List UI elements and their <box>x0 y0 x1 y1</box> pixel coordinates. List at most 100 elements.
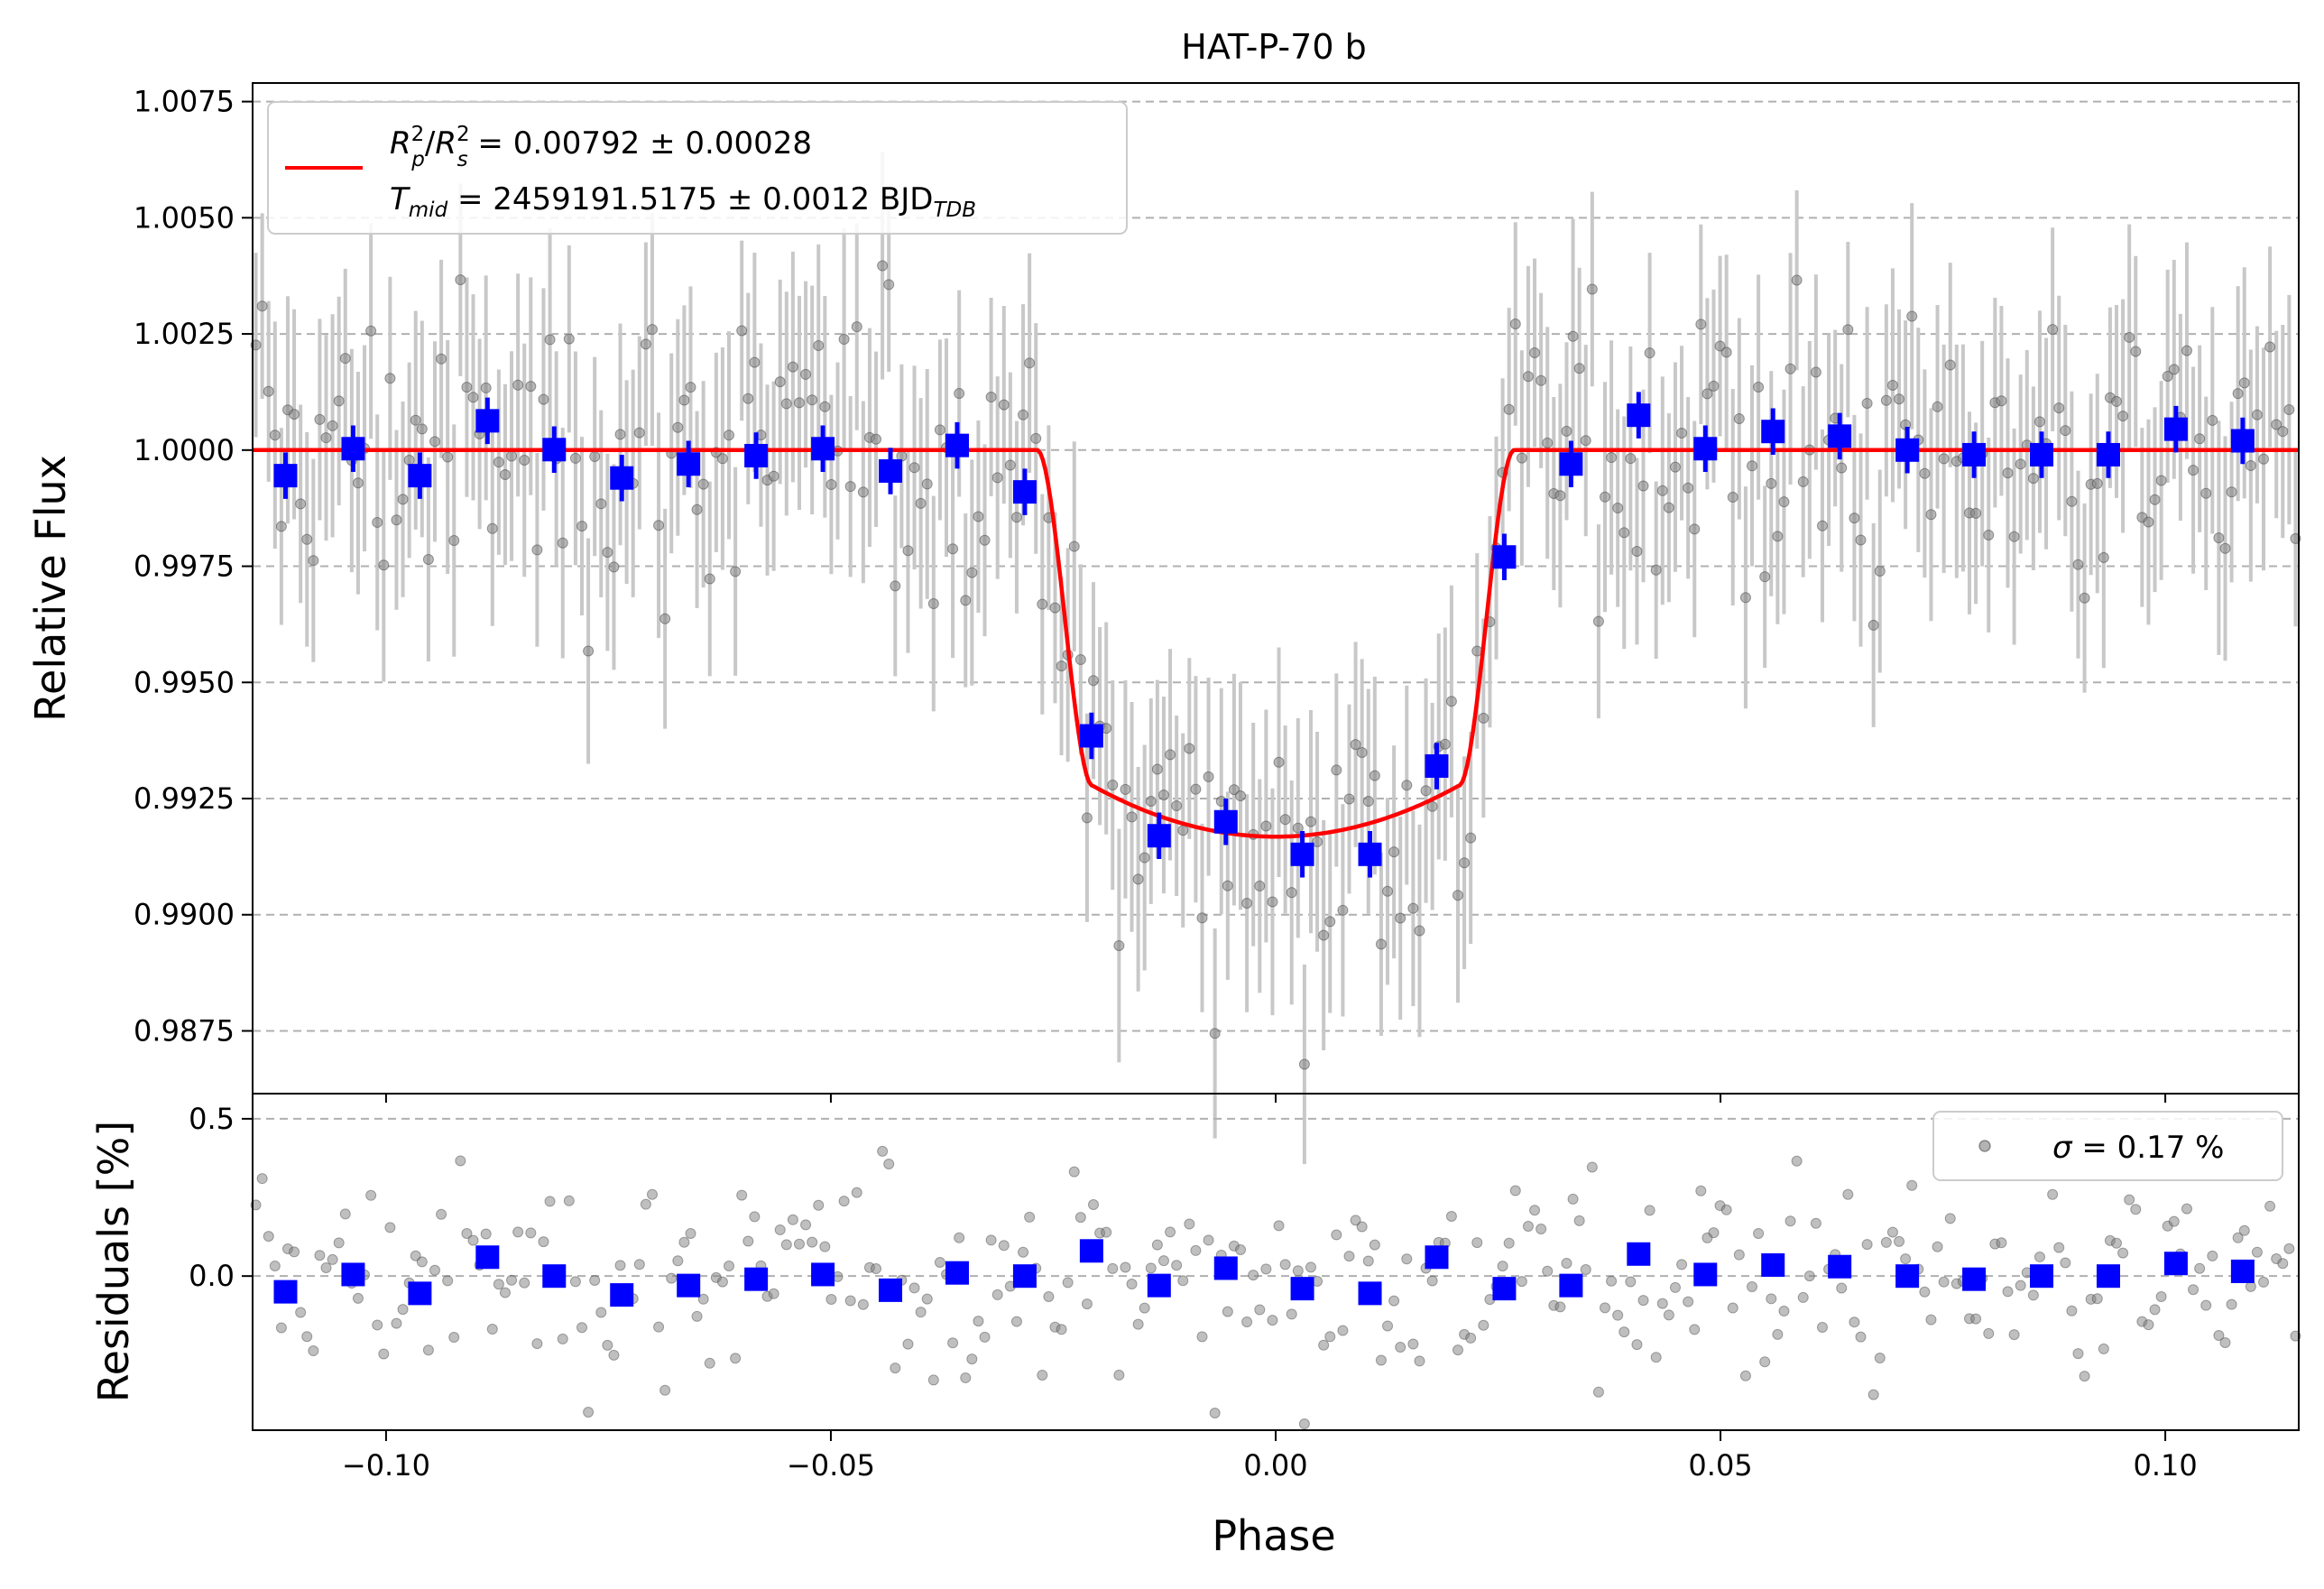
residual-raw-point <box>1784 1215 1796 1227</box>
raw-point <box>2181 345 2192 356</box>
residual-raw-point <box>1580 1264 1591 1276</box>
raw-point <box>1625 453 1637 465</box>
binned-point <box>1425 753 1449 778</box>
residual-raw-point <box>1107 1262 1119 1274</box>
residual-raw-point <box>2251 1246 2263 1258</box>
raw-point <box>295 498 307 510</box>
raw-point <box>1925 509 1937 521</box>
residual-raw-point <box>333 1237 345 1249</box>
raw-point <box>659 613 671 624</box>
residual-raw-point <box>1586 1161 1598 1173</box>
residual-raw-point <box>672 1255 684 1267</box>
raw-point <box>966 567 978 578</box>
raw-point <box>2213 532 2225 544</box>
raw-point <box>2258 453 2270 465</box>
residual-raw-point <box>1970 1313 1982 1325</box>
raw-point <box>1816 520 1828 531</box>
residual-raw-point <box>1145 1262 1157 1274</box>
legend-rp-rs-label: R2 p/R2 s = 0.00792 ± 0.00028 <box>390 123 812 171</box>
raw-point <box>2194 433 2206 445</box>
residual-raw-point <box>2053 1242 2065 1253</box>
residual-raw-point <box>774 1224 786 1235</box>
x-tick-label: 0.05 <box>1688 1448 1752 1483</box>
residual-raw-point <box>991 1289 1003 1300</box>
residual-x-ticks: −0.10 −0.05 0.00 0.05 0.10 <box>342 1430 2198 1483</box>
residual-raw-point <box>1669 1281 1681 1293</box>
binned-point <box>273 464 298 488</box>
residual-raw-point <box>1925 1314 1937 1326</box>
main-y-tick-label: 1.0075 <box>134 85 235 119</box>
raw-point <box>1874 566 1886 577</box>
residual-raw-point <box>1554 1301 1566 1313</box>
residual-raw-point <box>2213 1330 2225 1342</box>
residual-raw-point <box>1689 1324 1701 1335</box>
residual-raw-point <box>467 1234 479 1246</box>
residual-raw-point <box>2200 1299 2212 1311</box>
raw-point <box>1407 902 1419 914</box>
residual-raw-point <box>295 1307 307 1318</box>
raw-point <box>998 399 1010 411</box>
raw-point <box>1151 763 1163 775</box>
raw-point <box>2124 331 2135 343</box>
raw-point <box>442 451 454 463</box>
raw-point <box>1298 1058 1310 1070</box>
raw-point <box>1279 814 1291 826</box>
residual-raw-point <box>1113 1369 1125 1381</box>
residual-raw-point <box>1254 1304 1266 1316</box>
residual-raw-point <box>1944 1213 1956 1224</box>
raw-point <box>1337 904 1349 916</box>
raw-point <box>985 392 997 403</box>
raw-point <box>1708 380 1720 392</box>
residual-raw-point <box>569 1276 581 1288</box>
binned-point <box>1012 480 1037 504</box>
residual-raw-point <box>1267 1315 1278 1326</box>
raw-point <box>1938 453 1950 465</box>
raw-point <box>1600 491 1611 503</box>
residual-raw-point <box>429 1264 440 1276</box>
raw-point <box>1459 857 1471 869</box>
residual-binned-point <box>1962 1267 1987 1291</box>
raw-point <box>1049 602 1061 614</box>
residual-raw-point <box>1836 1282 1848 1294</box>
raw-point <box>1554 490 1566 502</box>
raw-point <box>1177 825 1189 836</box>
residual-raw-point <box>512 1226 524 1238</box>
raw-point <box>1759 571 1771 583</box>
residual-raw-point <box>736 1189 748 1201</box>
residual-raw-point <box>921 1293 933 1305</box>
main-legend: R2 p/R2 s = 0.00792 ± 0.00028 Tmid = 24591… <box>267 101 1128 235</box>
raw-point <box>653 520 665 531</box>
residual-binned-point <box>1761 1252 1785 1277</box>
raw-point <box>1010 512 1022 523</box>
raw-point <box>2271 419 2282 430</box>
residual-raw-point <box>1362 1255 1374 1267</box>
raw-point <box>1606 452 1618 464</box>
residual-raw-point <box>1139 1302 1150 1314</box>
residual-binned-point <box>1079 1239 1103 1263</box>
main-y-axis-title: Relative Flux <box>26 455 75 722</box>
raw-point <box>883 279 895 291</box>
raw-point <box>921 478 933 490</box>
binned-point <box>945 433 969 457</box>
raw-point <box>583 645 595 657</box>
residual-binned-point <box>542 1264 567 1289</box>
raw-point <box>1631 546 1643 558</box>
residual-raw-point <box>2194 1262 2206 1274</box>
raw-point <box>1855 534 1867 546</box>
residual-raw-point <box>1248 1270 1259 1281</box>
raw-point <box>1414 925 1425 937</box>
raw-point <box>902 545 914 557</box>
residual-binned-point <box>1147 1273 1171 1298</box>
raw-point <box>480 382 492 393</box>
binned-point <box>341 437 365 461</box>
raw-point <box>1906 310 1918 322</box>
residual-raw-point <box>595 1307 607 1318</box>
raw-point <box>2155 475 2167 486</box>
residual-raw-point <box>1612 1309 1624 1321</box>
raw-point <box>1395 912 1406 924</box>
residual-raw-point <box>384 1222 396 1233</box>
main-y-tick-label: 1.0000 <box>134 433 235 467</box>
residual-raw-point <box>838 1196 850 1207</box>
raw-point <box>2168 364 2180 375</box>
raw-point <box>314 413 326 425</box>
